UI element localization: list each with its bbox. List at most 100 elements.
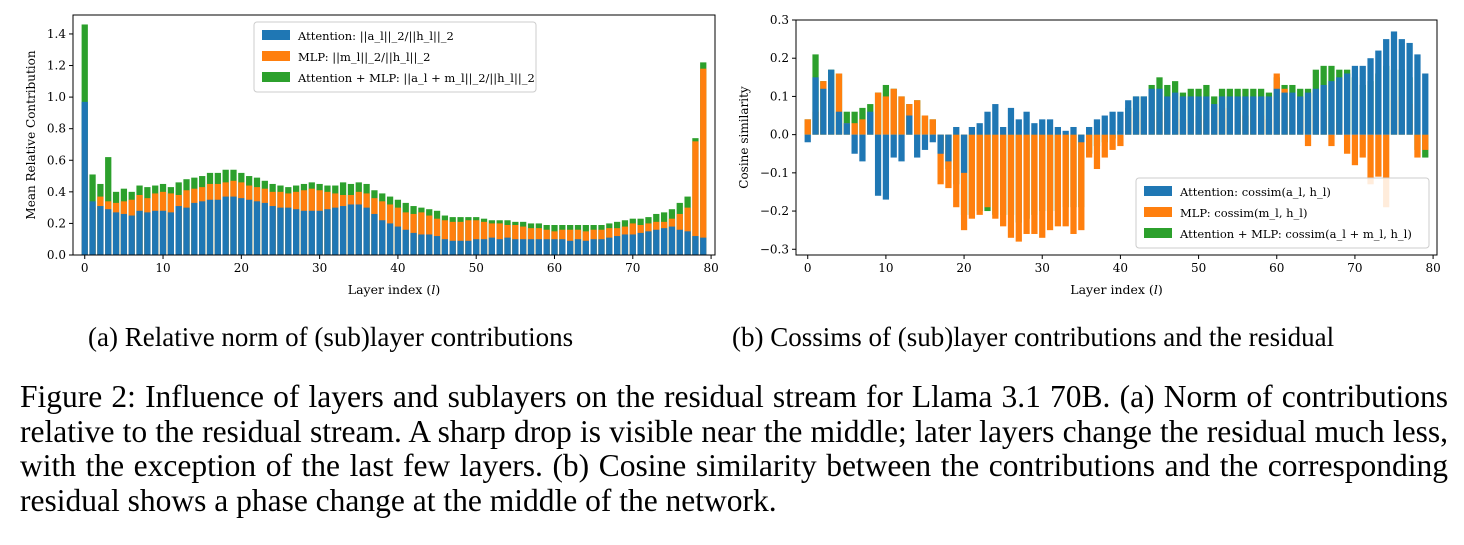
bar-attention-21	[968, 126, 976, 135]
bar-attention-38	[379, 220, 386, 255]
bar-attention-45	[433, 236, 441, 255]
bar-attention-24	[269, 206, 276, 255]
bar-mlp-32	[1054, 134, 1061, 227]
bar-attention-22	[976, 123, 983, 135]
bar-attention-13	[183, 207, 190, 255]
bar-attention-74	[660, 228, 668, 255]
bar-attention-72	[645, 231, 652, 255]
bar-attention-77	[1406, 42, 1413, 135]
bar-attention-49	[1187, 96, 1194, 135]
x-tick-label: 40	[390, 261, 405, 275]
bar-mlp-7	[859, 119, 866, 135]
bar-attention-46	[1164, 96, 1171, 135]
bar-attention-44	[426, 234, 433, 255]
bar-mlp-16	[929, 119, 936, 135]
bar-attention-60	[551, 239, 558, 255]
bar-attention-63	[1297, 96, 1304, 135]
bar-attention-20	[960, 134, 968, 173]
bar-attention-9	[152, 210, 159, 255]
x-tick-label: 70	[1347, 261, 1362, 275]
bar-attention-33	[1062, 130, 1069, 135]
bar-attention-50	[473, 239, 480, 255]
bar-mlp-28	[1023, 134, 1030, 234]
bar-attention-64	[1304, 92, 1312, 135]
bar-attention-77	[684, 231, 691, 255]
y-tick-label: 0.0	[47, 248, 66, 262]
y-tick-label: 0.2	[770, 51, 789, 65]
bar-attention-31	[1046, 119, 1054, 135]
bar-mlp-33	[1062, 134, 1069, 227]
bar-attention-40	[1117, 111, 1124, 135]
bar-mlp-9	[874, 92, 882, 135]
legend-swatch-attention	[262, 30, 290, 40]
bar-attention-0	[804, 134, 811, 143]
bar-attention-48	[457, 240, 464, 255]
y-tick-label: −0.2	[760, 204, 789, 218]
bar-attention-5	[843, 123, 850, 135]
bar-mlp-38	[1101, 134, 1108, 158]
bar-attention-18	[945, 134, 952, 162]
bar-attention-1	[812, 77, 819, 135]
bar-attention-10	[882, 134, 890, 200]
y-tick-label: −0.1	[760, 166, 789, 180]
bar-mlp-74	[1383, 134, 1390, 208]
x-tick-label: 10	[155, 261, 170, 275]
bar-attention-7	[136, 210, 143, 255]
bar-mlp-23	[984, 134, 991, 208]
legend-label-attention: Attention: ||a_l||_2/||h_l||_2	[297, 29, 454, 44]
bar-attention-5	[120, 213, 128, 255]
x-tick-label: 0	[81, 261, 89, 275]
bar-attention-17	[214, 199, 221, 255]
bar-attention-48	[1179, 96, 1187, 135]
bar-mlp-49	[465, 220, 472, 255]
bar-attention-21	[246, 199, 253, 255]
bar-attention-26	[285, 207, 292, 255]
bar-mlp-20	[960, 134, 968, 231]
legend-label-mlp: MLP: ||m_l||_2/||h_l||_2	[298, 50, 430, 65]
bar-attention-54	[1226, 96, 1233, 135]
bar-attention-44	[1148, 88, 1155, 135]
bar-mlp-40	[1117, 134, 1124, 147]
bar-attention-6	[128, 215, 135, 255]
bar-attention-4	[835, 111, 843, 135]
bar-attention-42	[1132, 96, 1140, 135]
bar-attention-73	[1375, 50, 1382, 135]
bar-attention-47	[449, 240, 456, 255]
bar-attention-30	[316, 210, 323, 255]
bar-attention-31	[324, 209, 331, 255]
bar-mlp-30	[1039, 134, 1046, 238]
legend-swatch-both	[262, 72, 290, 82]
bar-attention-62	[567, 240, 574, 255]
bar-mlp-24	[992, 134, 999, 219]
x-tick-label: 0	[804, 261, 812, 275]
bar-mlp-22	[976, 134, 983, 215]
bar-mlp-79	[700, 68, 707, 256]
bar-attention-42	[410, 232, 417, 255]
bar-attention-51	[480, 239, 488, 255]
bar-attention-78	[1414, 54, 1421, 135]
bar-attention-55	[512, 239, 519, 255]
bar-attention-40	[394, 226, 402, 255]
bar-attention-76	[676, 229, 683, 255]
bar-attention-30	[1039, 119, 1046, 135]
bar-attention-16	[929, 134, 936, 143]
legend	[1135, 177, 1430, 249]
axes-frame	[795, 19, 1438, 256]
subcaption-b: (b) Cossims of (sub)layer contributions …	[732, 322, 1335, 352]
bar-attention-1	[89, 201, 96, 255]
bar-attention-32	[332, 207, 339, 255]
bar-attention-64	[582, 240, 589, 255]
bar-mlp-79	[1422, 134, 1429, 150]
bar-attention-71	[1359, 65, 1366, 135]
bar-attention-12	[898, 134, 905, 162]
x-tick-label: 40	[1113, 261, 1128, 275]
bar-attention-51	[1203, 96, 1210, 135]
legend	[253, 21, 537, 93]
bar-mlp-37	[1093, 134, 1101, 170]
bar-mlp-70	[1351, 134, 1359, 166]
bar-mlp-11	[890, 88, 897, 135]
bar-attention-17	[937, 134, 944, 154]
bar-attention-58	[535, 239, 542, 255]
bar-attention-4	[112, 212, 120, 255]
bar-attention-14	[191, 202, 198, 255]
